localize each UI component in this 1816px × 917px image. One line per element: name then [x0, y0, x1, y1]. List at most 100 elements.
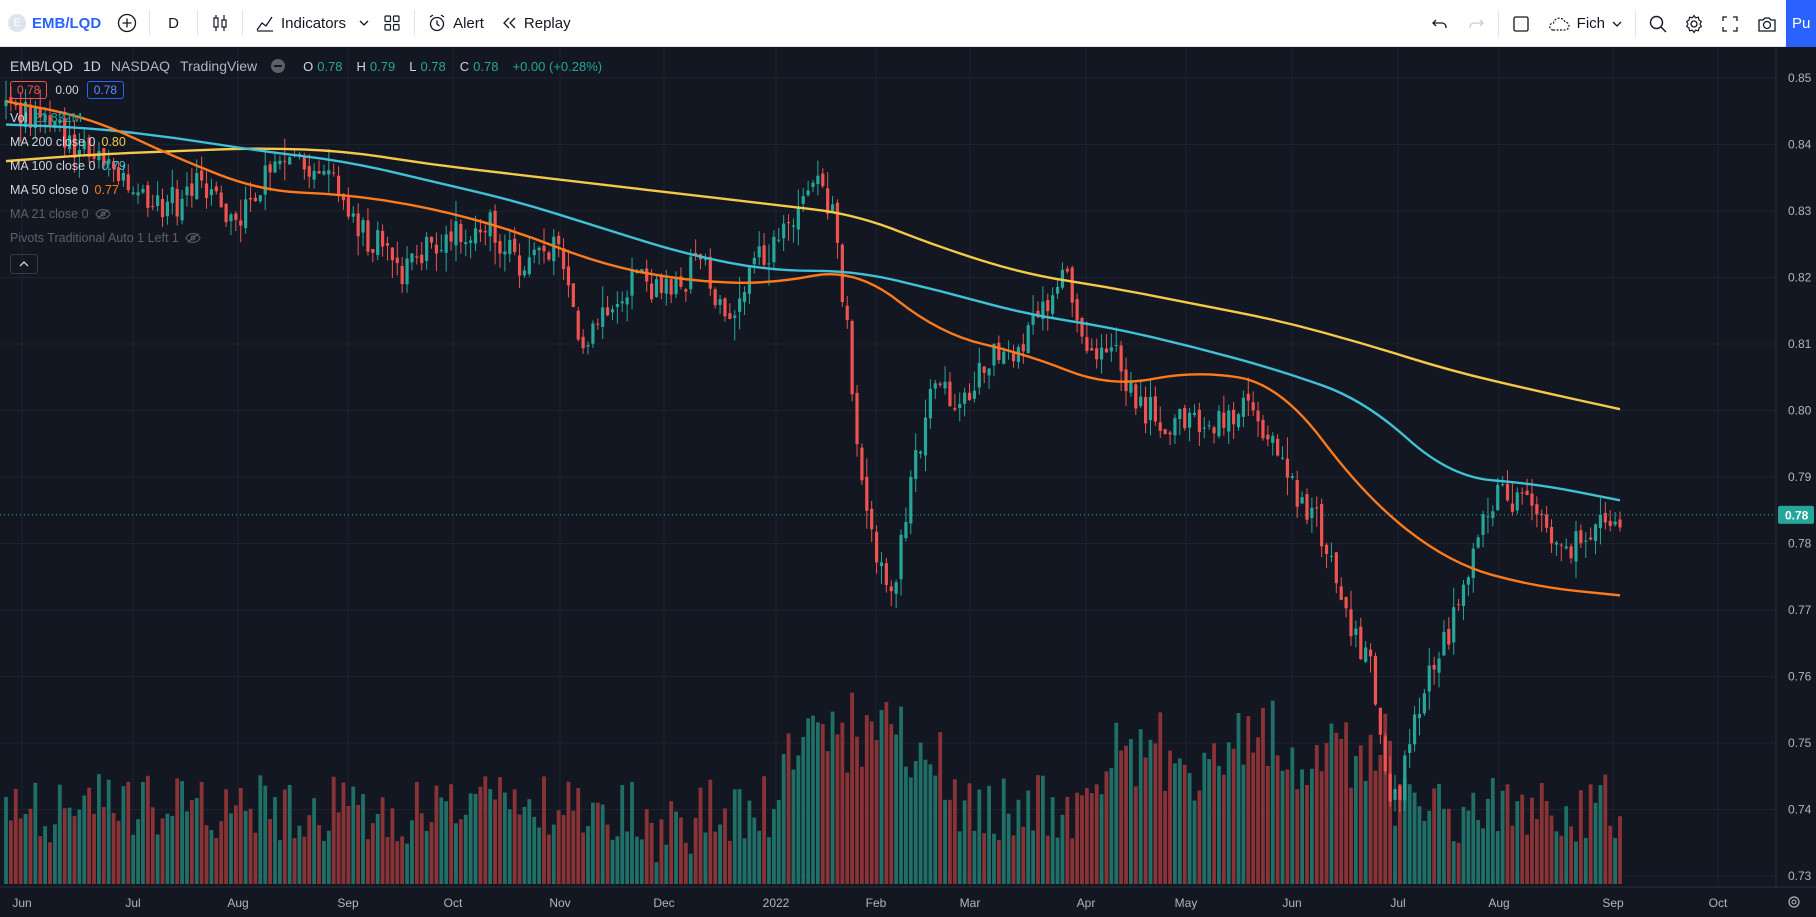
search-button[interactable]	[1640, 7, 1676, 41]
volume-bar	[1217, 765, 1221, 884]
templates-button[interactable]	[374, 6, 410, 40]
volume-bar	[879, 710, 884, 884]
candle-body	[689, 256, 693, 290]
price-axis[interactable]: 0.85 0.84 0.83 0.82 0.81 0.80 0.79 0.78 0.77 0.76…	[1775, 48, 1816, 887]
redo-button[interactable]	[1458, 7, 1494, 41]
indicators-button[interactable]: Indicators	[247, 6, 354, 40]
candle-body	[503, 251, 507, 255]
volume-bar	[1177, 758, 1182, 884]
candle-body	[1466, 577, 1470, 585]
volume-bar	[1569, 826, 1573, 884]
candle-body	[1173, 418, 1177, 436]
candle-body	[547, 252, 551, 260]
volume-bar	[444, 801, 449, 884]
eye-hidden-icon	[185, 233, 201, 243]
indicators-label: Indicators	[281, 14, 347, 32]
candle-body	[1540, 513, 1544, 515]
replay-button[interactable]: Replay	[492, 6, 579, 40]
layout-save-button[interactable]: Fich	[1539, 7, 1631, 41]
candle-body	[1510, 503, 1514, 512]
axis-settings-gear-icon[interactable]	[1788, 896, 1800, 908]
volume-bar	[101, 807, 106, 884]
symbol-search[interactable]: E EMB/LQD	[0, 6, 109, 40]
candle-body	[992, 343, 996, 366]
price-chart[interactable]: 0.85 0.84 0.83 0.82 0.81 0.80 0.79 0.78 0.77 0.76…	[0, 48, 1816, 917]
candle-body	[953, 408, 957, 410]
indicators-dropdown[interactable]	[354, 6, 374, 40]
candle-body	[312, 170, 316, 180]
indicator-ma200[interactable]: MA 200 close 0 0.80	[10, 135, 126, 149]
volume-bar	[405, 843, 409, 884]
volume-bar	[1574, 841, 1578, 884]
change-value: +0.00 (+0.28%)	[512, 58, 603, 74]
indicator-ma50[interactable]: MA 50 close 0 0.77	[10, 183, 119, 197]
ask-price[interactable]: 0.78	[86, 81, 125, 99]
legend-collapse-button[interactable]	[10, 254, 38, 274]
settings-button[interactable]	[1676, 7, 1712, 41]
indicator-ma21[interactable]: MA 21 close 0	[10, 202, 610, 226]
indicator-pivots[interactable]: Pivots Traditional Auto 1 Left 1	[10, 226, 610, 250]
compare-symbol-button[interactable]	[109, 6, 145, 40]
candle-body	[459, 224, 463, 242]
candle-body	[1559, 544, 1563, 546]
candle-body	[1545, 514, 1549, 528]
volume-bar	[767, 837, 771, 884]
volume-bar	[850, 692, 855, 884]
volume-bar	[1534, 819, 1539, 884]
volume-bar	[282, 789, 287, 884]
candle-body	[214, 186, 218, 192]
candle-body	[806, 190, 810, 196]
volume-bar	[581, 832, 586, 884]
volume-bar	[307, 815, 312, 884]
candle-body	[1109, 347, 1113, 352]
fullscreen-button[interactable]	[1712, 7, 1748, 41]
volume-bar	[493, 799, 497, 884]
undo-button[interactable]	[1422, 7, 1458, 41]
volume-bar	[292, 838, 297, 884]
candle-body	[1368, 649, 1373, 657]
candle-body	[1163, 429, 1167, 435]
candle-body	[77, 149, 81, 157]
chart-area[interactable]: 0.85 0.84 0.83 0.82 0.81 0.80 0.79 0.78 0.77 0.76…	[0, 48, 1816, 917]
series-title[interactable]: EMB/LQD 1D NASDAQ TradingView O 0.78 H 0.7…	[10, 54, 610, 78]
volume-bar	[591, 802, 595, 884]
bid-price[interactable]: 0.78	[10, 81, 48, 99]
candle-body	[1217, 411, 1221, 437]
fullscreen-layout-button[interactable]	[1503, 7, 1539, 41]
price-tick-label: 0.82	[1788, 271, 1812, 285]
chevron-down-icon	[1612, 21, 1622, 27]
alert-button[interactable]: Alert	[419, 6, 492, 40]
publish-button[interactable]: Pu	[1786, 0, 1816, 47]
volume-bar	[1363, 780, 1368, 884]
snapshot-button[interactable]	[1748, 7, 1786, 41]
volume-bar	[801, 736, 806, 884]
candle-body	[146, 185, 150, 208]
volume-bar	[1285, 769, 1290, 884]
volume-bar	[987, 785, 991, 884]
volume-bar	[1451, 841, 1456, 884]
volume-bar	[1466, 810, 1471, 884]
volume-bar	[1608, 825, 1613, 884]
candle-body	[297, 153, 302, 155]
candle-body	[19, 102, 23, 127]
interval-button[interactable]: D	[154, 6, 193, 40]
candle-body	[1246, 393, 1250, 401]
volume-bars	[4, 692, 1622, 884]
volume-bar	[1270, 700, 1275, 884]
candle-body	[1315, 507, 1319, 509]
indicator-ma100[interactable]: MA 100 close 0 0.79	[10, 159, 126, 173]
candle-body	[1031, 314, 1035, 325]
candle-body	[1373, 655, 1378, 705]
candle-body	[967, 392, 972, 401]
volume-bar	[1231, 748, 1236, 884]
candle-body	[987, 368, 991, 376]
candle-body	[801, 195, 805, 204]
candle-body	[478, 229, 483, 233]
candle-body	[1549, 526, 1554, 544]
time-axis[interactable]: Jun Jul Aug Sep Oct Nov Dec 2022 Feb Mar Apr May Jun…	[0, 886, 1816, 917]
indicator-vol[interactable]: Vol 21.832M	[10, 111, 83, 125]
candle-body	[449, 231, 453, 242]
chart-type-button[interactable]	[202, 6, 238, 40]
volume-bar	[1510, 825, 1515, 884]
market-status-icon	[271, 59, 286, 73]
